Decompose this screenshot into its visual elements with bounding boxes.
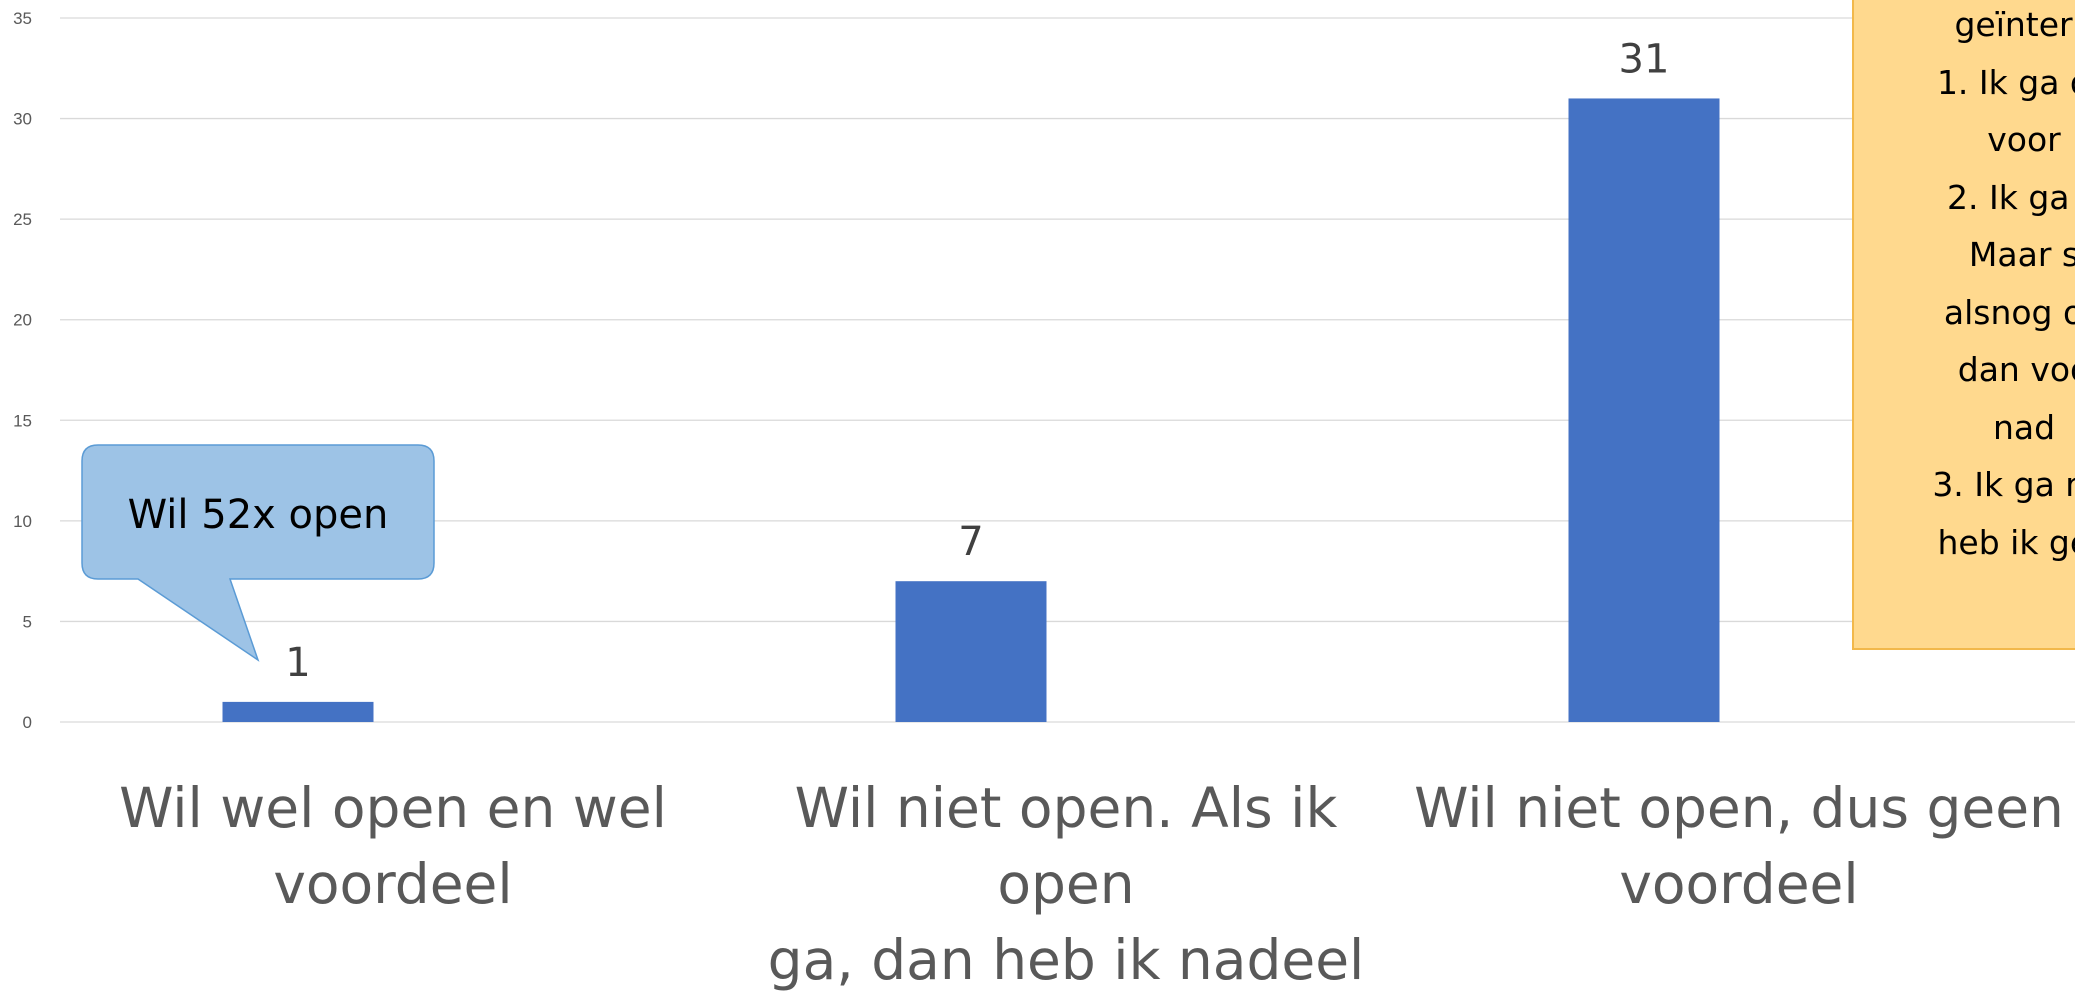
data-label: 7 bbox=[958, 519, 983, 565]
x-tick-label-line: voordeel bbox=[273, 852, 513, 916]
y-tick-label: 25 bbox=[13, 210, 32, 229]
x-tick-label-line: Wil niet open, dus geen bbox=[1414, 776, 2064, 840]
x-tick-label-line: Wil niet open. Als ik open bbox=[794, 776, 1338, 916]
callout-bubble bbox=[81, 444, 435, 662]
x-tick-label-line: voordeel bbox=[1619, 852, 1859, 916]
y-tick-label: 30 bbox=[13, 110, 32, 129]
bars bbox=[222, 98, 1720, 722]
note-text: geïnterp 1. Ik ga op voor 2. Ik ga n Maa… bbox=[1932, 5, 2075, 562]
data-label: 31 bbox=[1619, 36, 1670, 82]
bar bbox=[1568, 98, 1720, 722]
x-tick-label: Wil niet open. Als ik open ga, dan heb ik… bbox=[726, 770, 1406, 998]
y-axis-ticks: 0 5 10 15 20 25 30 35 bbox=[13, 9, 32, 732]
data-label: 1 bbox=[285, 640, 310, 686]
note-box: geïnterp 1. Ik ga op voor 2. Ik ga n Maa… bbox=[1852, 0, 2075, 650]
callout-wil-52x-open: Wil 52x open bbox=[81, 444, 435, 662]
x-tick-label: Wil wel open en wel voordeel bbox=[53, 770, 733, 922]
y-tick-label: 5 bbox=[23, 612, 32, 631]
y-tick-label: 10 bbox=[13, 512, 32, 531]
gridlines bbox=[60, 17, 2075, 723]
bar bbox=[222, 701, 374, 722]
x-tick-label: Wil niet open, dus geen voordeel bbox=[1399, 770, 2075, 922]
y-tick-label: 0 bbox=[23, 713, 32, 732]
y-tick-label: 15 bbox=[13, 411, 32, 430]
bar bbox=[895, 581, 1047, 722]
y-tick-label: 20 bbox=[13, 311, 32, 330]
callout-text: Wil 52x open bbox=[128, 492, 389, 538]
x-tick-label-line: ga, dan heb ik nadeel bbox=[767, 928, 1365, 992]
y-tick-label: 35 bbox=[13, 9, 32, 28]
x-tick-label-line: Wil wel open en wel bbox=[119, 776, 667, 840]
